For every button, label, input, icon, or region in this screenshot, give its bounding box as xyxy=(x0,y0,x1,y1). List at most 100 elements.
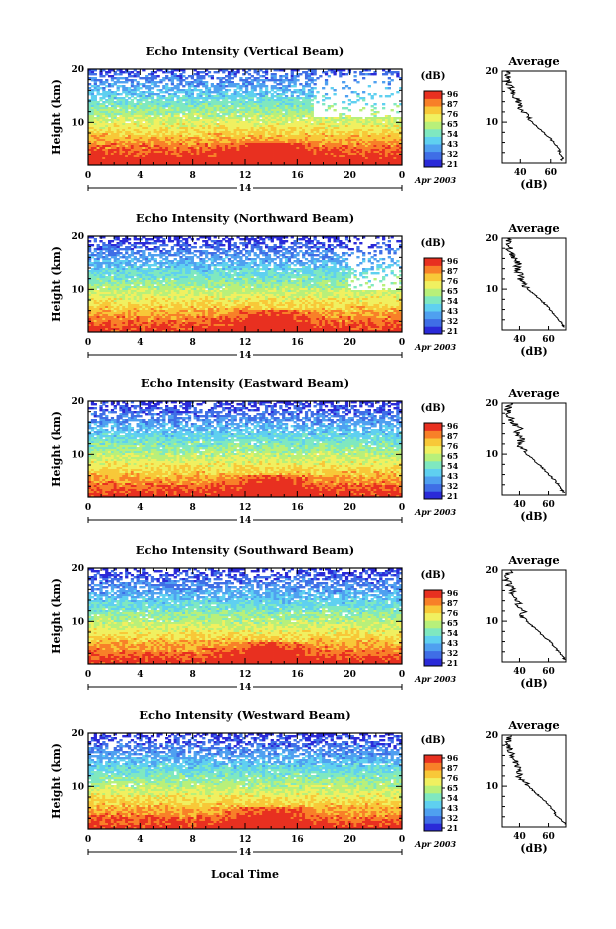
heatmap-cell xyxy=(110,151,115,154)
heatmap-cell xyxy=(279,250,283,253)
heatmap-cell xyxy=(259,95,263,98)
heatmap-cell xyxy=(190,109,195,112)
heatmap-cell xyxy=(344,137,349,140)
heatmap-cell xyxy=(270,153,274,156)
heatmap-cell xyxy=(316,250,320,253)
heatmap-cell xyxy=(256,145,260,148)
heatmap-cell xyxy=(316,143,320,146)
heatmap-cell xyxy=(133,89,137,92)
heatmap-cell xyxy=(350,121,354,124)
heatmap-cell xyxy=(107,71,112,74)
heatmap-cell xyxy=(167,151,172,154)
heatmap-cell xyxy=(387,121,391,124)
heatmap-cell xyxy=(342,69,346,72)
heatmap-cell xyxy=(216,91,220,94)
heatmap-cell xyxy=(196,119,200,122)
heatmap-cell xyxy=(290,256,294,259)
heatmap-cell xyxy=(287,83,292,86)
heatmap-cell xyxy=(210,75,214,78)
heatmap-cell xyxy=(250,133,254,136)
heatmap-cell xyxy=(187,107,192,110)
heatmap-cell xyxy=(299,141,303,144)
heatmap-cell xyxy=(376,151,380,154)
heatmap-cell xyxy=(233,141,237,144)
heatmap-cell xyxy=(293,79,297,82)
heatmap-cell xyxy=(310,127,314,130)
heatmap-cell xyxy=(310,93,314,96)
heatmap-cell xyxy=(262,125,266,128)
heatmap-cell xyxy=(127,135,132,138)
heatmap-cell xyxy=(142,258,146,261)
heatmap-cell xyxy=(147,135,152,138)
heatmap-cell xyxy=(319,143,323,146)
heatmap-cell xyxy=(284,87,289,90)
heatmap-cell xyxy=(324,125,329,128)
heatmap-cell xyxy=(170,103,175,106)
heatmap-cell xyxy=(250,89,254,92)
heatmap-cell xyxy=(344,153,349,156)
heatmap-cell xyxy=(233,139,237,142)
heatmap-cell xyxy=(250,125,254,128)
heatmap-cell xyxy=(310,107,314,110)
heatmap-cell xyxy=(210,101,214,104)
heatmap-cell xyxy=(230,111,234,114)
heatmap-cell xyxy=(147,139,152,142)
heatmap-cell xyxy=(145,145,149,148)
heatmap-cell xyxy=(167,139,172,142)
heatmap-cell xyxy=(107,69,112,72)
heatmap-cell xyxy=(276,143,280,146)
heatmap-cell xyxy=(156,133,160,136)
heatmap-cell xyxy=(127,91,132,94)
heatmap-cell xyxy=(222,69,226,72)
heatmap-cell xyxy=(193,127,197,130)
heatmap-cell xyxy=(299,117,303,120)
heatmap-cell xyxy=(222,111,226,114)
heatmap-cell xyxy=(262,121,266,124)
heatmap-cell xyxy=(113,95,117,98)
heatmap-cell xyxy=(287,127,292,130)
heatmap-cell xyxy=(270,95,274,98)
heatmap-cell xyxy=(213,103,217,106)
heatmap-cell xyxy=(173,125,177,128)
heatmap-cell xyxy=(133,135,137,138)
heatmap-cell xyxy=(182,69,186,72)
heatmap-cell xyxy=(170,139,175,142)
heatmap-cell xyxy=(284,133,289,136)
heatmap-cell xyxy=(173,77,177,80)
heatmap-cell xyxy=(236,131,240,134)
heatmap-cell xyxy=(247,81,252,84)
heatmap-cell xyxy=(176,117,180,120)
heatmap-cell xyxy=(213,242,217,245)
colorbar-tick-label: 43 xyxy=(447,139,459,149)
heatmap-cell xyxy=(182,103,186,106)
heatmap-cell xyxy=(159,113,163,116)
heatmap-cell xyxy=(353,153,357,156)
heatmap-cell xyxy=(347,145,352,148)
heatmap-cell xyxy=(150,127,155,130)
heatmap-cell xyxy=(210,240,214,243)
heatmap-cell xyxy=(267,139,272,142)
heatmap-cell xyxy=(219,137,223,140)
heatmap-cell xyxy=(113,83,117,86)
heatmap-cell xyxy=(122,133,126,136)
heatmap-cell xyxy=(107,137,112,140)
heatmap-cell xyxy=(147,91,152,94)
heatmap-cell xyxy=(384,129,389,132)
heatmap-cell xyxy=(116,117,120,120)
heatmap-cell xyxy=(245,135,249,138)
heatmap-cell xyxy=(159,147,163,150)
heatmap-cell xyxy=(273,145,277,148)
heatmap-cell xyxy=(222,151,226,154)
heatmap-cell xyxy=(210,103,214,106)
heatmap-cell xyxy=(199,246,203,249)
heatmap-cell xyxy=(116,81,120,84)
heatmap-cell xyxy=(293,97,297,100)
heatmap-cell xyxy=(390,79,394,82)
colorbar-segment xyxy=(424,98,442,107)
heatmap-cell xyxy=(313,119,317,122)
heatmap-cell xyxy=(347,129,352,132)
heatmap-cell xyxy=(322,95,326,98)
heatmap-cell xyxy=(187,123,192,126)
heatmap-cell xyxy=(264,125,269,128)
heatmap-cell xyxy=(139,129,143,132)
